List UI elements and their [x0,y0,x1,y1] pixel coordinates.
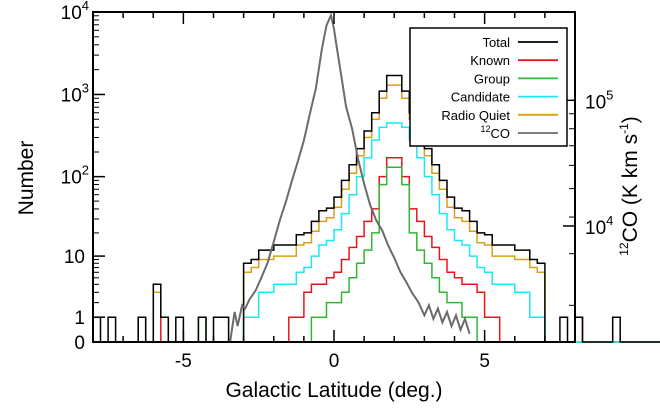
y2-axis-title-exp: -1 [617,123,631,134]
y-tick-label-4-exp: 3 [82,80,89,95]
x-tick-label-1: 0 [329,351,340,372]
x-tick-label-2-base: 5 [479,351,490,372]
y-tick-label-2-base: 10 [64,247,85,268]
y2-tick-label-0-exp: 4 [606,213,613,228]
x-axis-title: Galactic Latitude (deg.) [225,379,442,402]
series-candidate [93,122,660,343]
y-tick-label-0: 0 [74,333,85,354]
legend-label-known: Known [470,53,510,68]
y-tick-label-1-base: 1 [74,308,85,329]
y-tick-label-0-base: 0 [74,333,85,354]
y2-tick-label-1: 105 [585,87,613,113]
legend-label-total: Total [483,35,511,50]
y2-tick-label-1-base: 10 [585,92,606,113]
legend-label-radio-quiet: Radio Quiet [441,108,510,123]
x-tick-label-0: -5 [175,351,192,372]
legend-label-co: 12CO [480,124,510,141]
legend-label-text-co: CO [491,126,511,141]
y2-tick-label-1-exp: 5 [606,87,613,102]
y-tick-label-5: 104 [61,0,89,24]
y-axis-title: Number [15,141,38,216]
y-tick-label-3-base: 10 [61,168,82,189]
y-tick-label-2: 10 [64,247,85,268]
legend-box [409,27,568,147]
y-tick-label-3: 102 [61,163,89,189]
y-tick-label-1: 1 [74,308,85,329]
y-tick-label-4-base: 10 [61,85,82,106]
legend-label-group: Group [474,71,510,86]
y-tick-label-4: 103 [61,80,89,106]
legend-label-candidate: Candidate [451,90,510,105]
y2-axis-title-close: ) [619,116,642,123]
series-co [229,11,471,343]
x-tick-label-0-base: -5 [175,351,192,372]
x-tick-label-1-base: 0 [329,351,340,372]
y2-axis-title-sup: 12 [617,242,631,256]
y-tick-label-3-exp: 2 [82,163,89,178]
series-total [92,74,660,343]
y-tick-label-5-base: 10 [61,3,82,24]
y2-axis-title-main: CO (K km s [619,134,642,243]
y2-tick-label-0-base: 10 [585,218,606,239]
x-tick-label-2: 5 [479,351,490,372]
y2-axis-title: 12CO (K km s-1) [617,116,642,256]
y2-tick-label-0: 104 [585,213,613,239]
legend-label-sup-co: 12 [480,124,490,134]
y-tick-label-5-exp: 4 [82,0,89,13]
